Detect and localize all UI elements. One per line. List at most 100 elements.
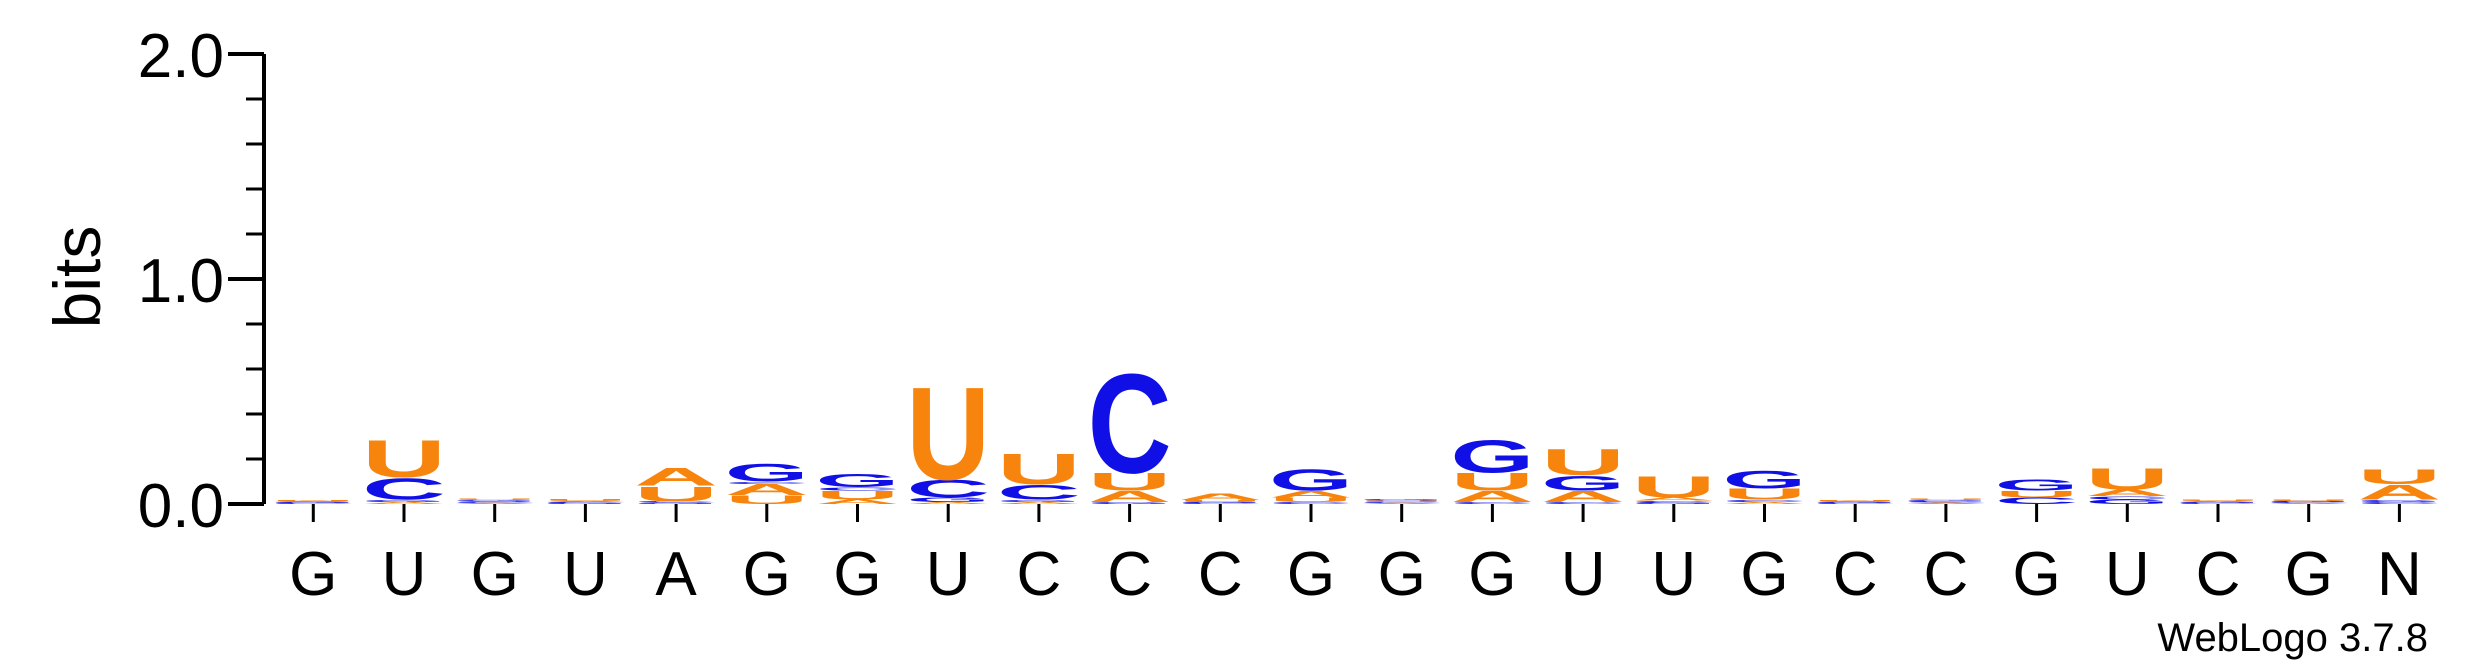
logo-glyph-c: C — [816, 486, 900, 491]
logo-glyph-c: C — [1541, 501, 1625, 504]
y-tick-label: 0.0 — [138, 472, 224, 541]
logo-glyph-g: G — [1360, 499, 1444, 501]
logo-glyph-c: C — [906, 475, 990, 503]
logo-glyph-a: A — [1088, 488, 1172, 505]
x-tick-label: A — [655, 540, 697, 609]
logo-glyph-u: U — [634, 482, 718, 506]
logo-glyph-u: U — [271, 500, 355, 502]
logo-glyph-c: C — [997, 480, 1081, 504]
logo-glyph-a: A — [634, 463, 718, 491]
logo-glyph-g: G — [1450, 431, 1534, 483]
logo-glyph-g: G — [2267, 501, 2351, 503]
logo-glyph-a: A — [1813, 501, 1897, 503]
logo-glyph-u: U — [1269, 496, 1353, 503]
x-tick-label: G — [1468, 540, 1516, 609]
logo-glyph-g: G — [362, 499, 446, 502]
logo-glyph-c: C — [1904, 501, 1988, 503]
logo-glyph-u: U — [906, 360, 990, 508]
logo-glyph-a: A — [1269, 489, 1353, 499]
logo-glyph-c: C — [2085, 495, 2169, 500]
logo-glyph-g: G — [453, 500, 537, 502]
logo-glyph-g: G — [725, 459, 809, 487]
y-axis: 0.0 1.0 2.0 — [138, 22, 266, 541]
y-tick-label: 2.0 — [138, 22, 224, 91]
logo-glyph-u: U — [453, 499, 537, 501]
x-tick-label: U — [926, 540, 971, 609]
logo-glyph-g: G — [2085, 499, 2169, 506]
x-tick-label: U — [563, 540, 608, 609]
x-tick-label: C — [1833, 540, 1878, 609]
logo-glyph-a: A — [1541, 488, 1625, 505]
logo-glyph-g: G — [997, 499, 1081, 502]
logo-glyph-c: C — [271, 503, 355, 505]
x-tick-label: G — [1740, 540, 1788, 609]
logo-glyph-u: U — [1088, 468, 1172, 496]
logo-glyph-u: U — [2267, 499, 2351, 501]
x-tick-label: C — [1017, 540, 1062, 609]
logo-glyph-u: U — [2085, 462, 2169, 496]
logo-glyph-u: U — [1813, 500, 1897, 502]
logo-glyph-g: G — [543, 503, 627, 505]
x-tick-label: G — [1378, 540, 1426, 609]
logo-glyph-g: G — [1723, 466, 1807, 494]
x-tick-label: U — [1561, 540, 1606, 609]
logo-glyph-c: C — [634, 501, 718, 503]
y-tick-label: 1.0 — [138, 247, 224, 316]
x-tick-label: N — [2377, 540, 2422, 609]
x-tick-label: U — [382, 540, 427, 609]
logo-glyph-g: G — [1632, 503, 1716, 505]
logo-glyph-a: A — [816, 498, 900, 505]
logo-glyph-a: A — [997, 501, 1081, 504]
logo-glyph-a: A — [725, 481, 809, 498]
logo-glyph-a: A — [1723, 501, 1807, 504]
logo-glyph-g: G — [271, 502, 355, 504]
logo-glyph-a: A — [543, 501, 627, 503]
logo-glyph-c: C — [2176, 503, 2260, 505]
logo-glyph-a: A — [453, 503, 537, 505]
logo-glyph-u: U — [1178, 499, 1262, 502]
weblogo-credit: WebLogo 3.7.8 — [2157, 616, 2428, 660]
logo-glyph-c: C — [1269, 501, 1353, 504]
logo-glyph-u: U — [543, 498, 627, 501]
logo-glyph-g: G — [1541, 471, 1625, 495]
x-tick-label: G — [2012, 540, 2060, 609]
logo-glyph-a: A — [2267, 503, 2351, 505]
logo-glyph-a: A — [271, 501, 355, 503]
x-tick-label: C — [2196, 540, 2241, 609]
logo-glyph-u: U — [997, 445, 1081, 493]
x-tick-label: U — [1651, 540, 1696, 609]
logo-glyph-a: A — [1360, 503, 1444, 505]
logo-glyph-c: C — [543, 502, 627, 504]
logo-glyph-a: A — [2176, 501, 2260, 503]
logo-glyph-c: C — [1632, 500, 1716, 503]
logo-glyph-g: G — [2357, 499, 2441, 502]
x-tick-label: U — [2105, 540, 2150, 609]
logo-glyph-u: U — [1450, 468, 1534, 496]
logo-glyph-g: G — [816, 471, 900, 492]
logo-glyph-g: G — [634, 502, 718, 504]
logo-glyph-c: C — [453, 501, 537, 503]
y-axis-label: bits — [40, 226, 114, 329]
logo-glyph-c: C — [1178, 503, 1262, 505]
x-tick-label: C — [1198, 540, 1243, 609]
logo-glyph-g: G — [1995, 477, 2079, 494]
logo-glyph-c: C — [1813, 503, 1897, 505]
logo-glyph-g: G — [906, 496, 990, 503]
logo-glyph-c: C — [1360, 502, 1444, 504]
logo-glyph-u: U — [362, 430, 446, 489]
x-tick-label: C — [1107, 540, 1152, 609]
logo-glyph-g: G — [1904, 500, 1988, 502]
logo-glyph-a: A — [2085, 488, 2169, 498]
logo-glyph-c: C — [1088, 346, 1172, 503]
logo-glyph-c: C — [725, 481, 809, 484]
logo-glyph-a: A — [362, 501, 446, 504]
logo-glyph-a: A — [1178, 492, 1262, 502]
logo-glyph-c: C — [2267, 502, 2351, 504]
logo-glyph-u: U — [816, 488, 900, 502]
logo-glyph-g: G — [1269, 463, 1353, 498]
logo-glyph-u: U — [725, 493, 809, 507]
x-tick-label: G — [743, 540, 791, 609]
